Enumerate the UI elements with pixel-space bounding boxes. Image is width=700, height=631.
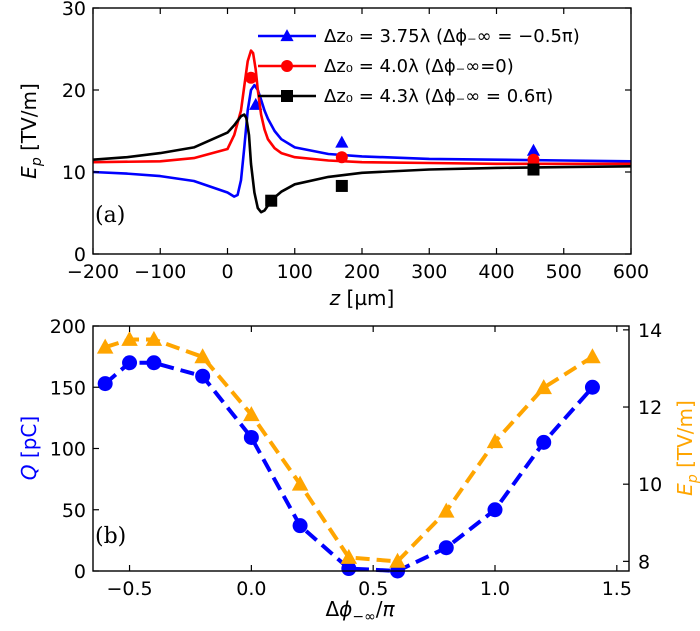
- panel-b-ytick-right-label: 12: [638, 397, 662, 419]
- panel-b-series: [96, 330, 601, 579]
- panel-a-xtick-label: −200: [67, 261, 119, 283]
- panel-b-series-1-marker: [121, 330, 138, 346]
- panel-b-series-1-marker: [96, 338, 114, 354]
- panel-a-ytick-label: 0: [74, 244, 86, 266]
- panel-a-series: [92, 49, 632, 214]
- panel-a-series-1-marker: [245, 71, 258, 84]
- panel-b-series-0-marker: [487, 502, 503, 518]
- panel-a-xtick-label: 200: [344, 261, 380, 283]
- panel-b-series-1-marker: [145, 330, 163, 346]
- panel-a-series-0-marker: [526, 143, 541, 156]
- legend-marker-2: [281, 90, 293, 102]
- panel-a-series-2-marker: [335, 179, 348, 192]
- panel-a-ytick-label: 10: [62, 162, 86, 184]
- panel-b-series-0-line: [103, 360, 594, 573]
- panel-b-series-0-marker: [97, 376, 113, 392]
- panel-a-series-2-marker: [265, 194, 278, 207]
- panel-a-series-2-line: [92, 113, 632, 214]
- panel-a-label: (a): [95, 203, 125, 228]
- panel-b-series-0-marker: [292, 518, 308, 534]
- panel-b-series-1-marker: [340, 548, 358, 564]
- panel-b-series-0-marker: [584, 379, 600, 395]
- panel-a-xtick-label: 600: [613, 261, 649, 283]
- panel-b-xtick-label: 1.5: [602, 578, 632, 600]
- panel-a-series-1-marker: [527, 153, 540, 166]
- panel-b-series-1-marker: [438, 502, 455, 518]
- legend-label-1: Δz₀ = 4.0λ (Δϕ₋∞=0): [324, 56, 514, 77]
- panel-b-series-0-marker: [195, 368, 211, 384]
- panel-a: −200 −100 0 100 200 300 400 500 600 0 10 20 30 (a) z…: [17, 0, 649, 310]
- panel-b-series-1-marker: [243, 406, 260, 422]
- panel-b-series-0-marker: [536, 434, 552, 450]
- panel-a-ticks: −200 −100 0 100 200 300 400 500 600 0 10 20 30: [62, 0, 649, 283]
- legend-label-0: Δz₀ = 3.75λ (Δϕ₋∞ = −0.5π): [324, 26, 580, 47]
- panel-b-series-1-marker: [389, 552, 406, 568]
- panel-a-ylabel: Ep [TV/m]: [17, 83, 45, 179]
- panel-b-series-1-marker: [486, 433, 504, 449]
- panel-b-ytick-left-label: 50: [62, 500, 86, 522]
- panel-a-series-2-marker: [527, 163, 540, 176]
- panel-b-series-1-marker: [194, 348, 211, 364]
- panel-b-series-1-marker: [584, 348, 601, 364]
- panel-b-ytick-left-label: 100: [50, 439, 86, 461]
- panel-b-series-0-marker: [146, 355, 162, 371]
- panel-b-ylabel-left: Q [pC]: [17, 416, 41, 480]
- panel-b-ytick-right-label: 14: [638, 320, 662, 342]
- panel-b-ticks: −0.5 0.0 0.5 1.0 1.5 0 50 100 150 200 8 10 12 14: [50, 316, 662, 600]
- panel-a-xtick-label: −100: [134, 261, 186, 283]
- panel-b-series-0-marker: [243, 429, 259, 445]
- panel-b-series-1-line: [104, 337, 594, 564]
- panel-a-series-0-marker: [335, 135, 349, 148]
- panel-a-ytick-label: 30: [62, 0, 86, 20]
- panel-b-series-0-marker: [122, 355, 138, 371]
- legend-marker-1: [281, 60, 293, 72]
- panel-b-ytick-left-label: 0: [74, 561, 86, 583]
- panel-a-xtick-label: 100: [277, 261, 313, 283]
- panel-b-ytick-left-label: 150: [50, 377, 86, 399]
- panel-b-ylabel-right: Ep [TV/m]: [673, 400, 700, 496]
- panel-b-ytick-right-label: 8: [638, 551, 650, 573]
- panel-a-ytick-label: 20: [62, 80, 86, 102]
- panel-a-xtick-label: 300: [411, 261, 447, 283]
- panel-b-xtick-label: 0.0: [236, 578, 266, 600]
- panel-a-xtick-label: 400: [478, 261, 514, 283]
- panel-a-xtick-label: 500: [546, 261, 582, 283]
- panel-b-series-0-marker: [438, 540, 454, 556]
- panel-a-legend: Δz₀ = 3.75λ (Δϕ₋∞ = −0.5π) Δz₀ = 4.0λ (Δϕ…: [258, 26, 580, 107]
- panel-b-ytick-left-label: 200: [50, 316, 86, 338]
- panel-b-xlabel: Δϕ−∞/π: [325, 597, 395, 625]
- panel-b-ytick-right-label: 10: [638, 474, 662, 496]
- panel-b-xtick-label: 0.5: [358, 578, 388, 600]
- panel-b-label: (b): [95, 524, 126, 549]
- panel-b-series-1-marker: [535, 379, 552, 395]
- legend-label-2: Δz₀ = 4.3λ (Δϕ₋∞ = 0.6π): [324, 86, 553, 107]
- panel-b-xtick-label: −0.5: [106, 578, 152, 600]
- legend-marker-0: [280, 29, 294, 42]
- panel-b-frame: [92, 325, 630, 572]
- panel-b-series-1-marker: [291, 475, 309, 491]
- panel-a-series-1-marker: [335, 151, 348, 164]
- panel-b-series-0-marker: [341, 561, 357, 577]
- panel-a-xlabel: z [µm]: [329, 286, 395, 310]
- panel-a-xtick-label: 0: [221, 261, 233, 283]
- panel-b-xtick-label: 1.0: [480, 578, 510, 600]
- panel-a-series-1-line: [92, 49, 631, 166]
